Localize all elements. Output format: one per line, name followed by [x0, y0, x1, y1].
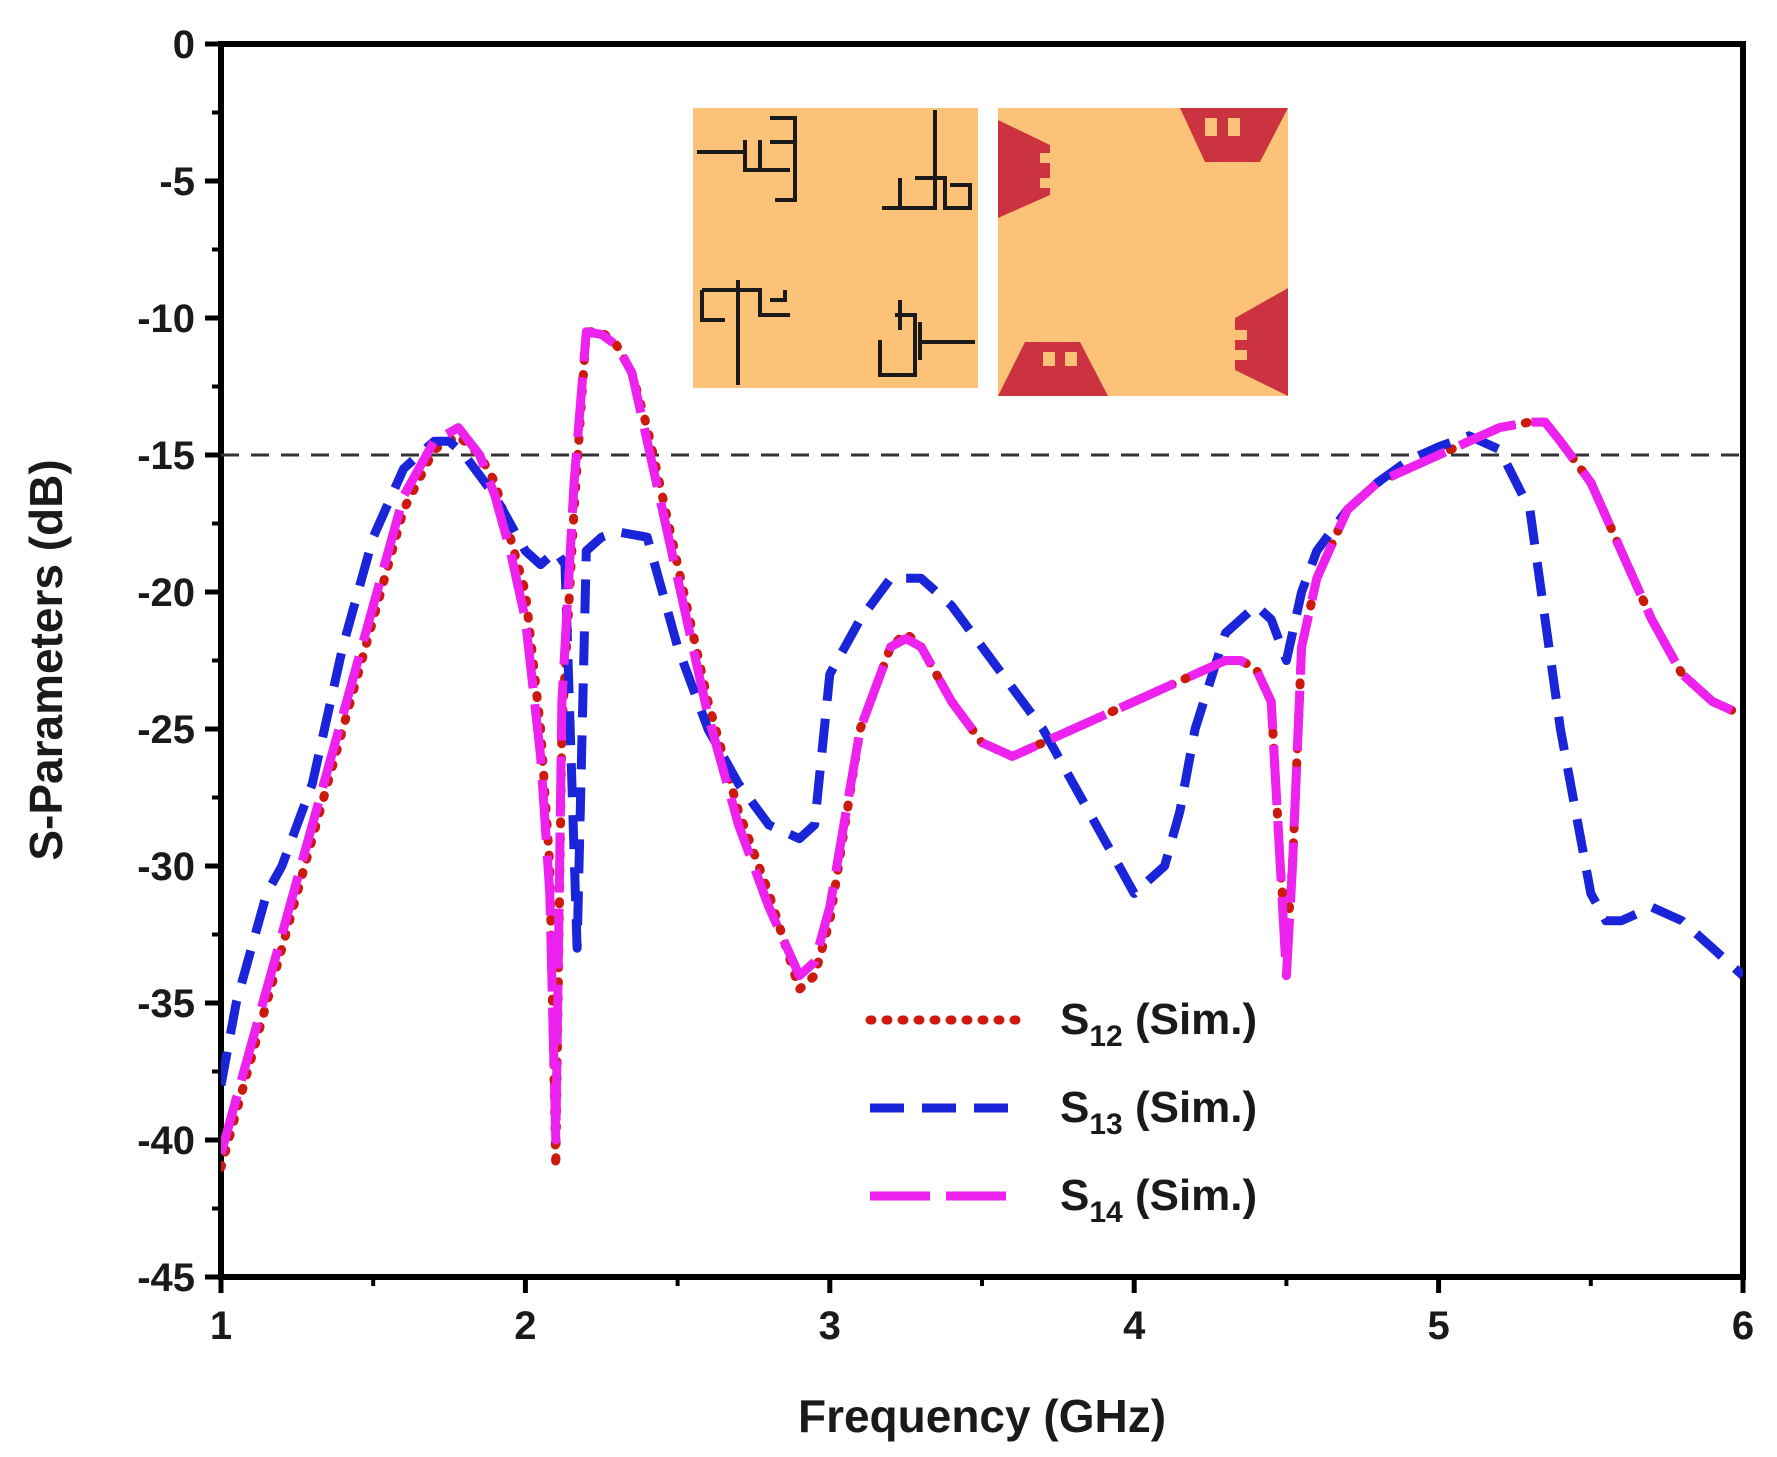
y-tick-label: -40 [137, 1119, 195, 1163]
inset-schematic [693, 108, 1288, 396]
y-tick-label: -10 [137, 297, 195, 341]
inset-panel-top-layer [693, 108, 978, 388]
x-tick-label: 2 [514, 1304, 536, 1348]
x-tick-label: 1 [210, 1304, 232, 1348]
series-layer [221, 327, 1743, 1172]
y-axis-title: S-Parameters (dB) [20, 459, 72, 860]
series-line-12 [221, 327, 1743, 1172]
x-tick-label: 4 [1123, 1304, 1146, 1348]
legend-label-main: S [1060, 995, 1089, 1044]
legend-label-suffix: (Sim.) [1123, 1083, 1257, 1132]
x-tick-label: 6 [1732, 1304, 1754, 1348]
legend-label: S12 (Sim.) [1060, 995, 1257, 1053]
y-tick-label: -25 [137, 708, 195, 752]
inset-panel-bottom-layer [998, 108, 1288, 396]
y-tick-label: -5 [159, 160, 195, 204]
legend-label-sub: 14 [1089, 1196, 1123, 1229]
y-tick-label: -30 [137, 845, 195, 889]
y-tick-label: 0 [173, 23, 195, 67]
y-tick-label: -20 [137, 571, 195, 615]
y-tick-label: -45 [137, 1256, 195, 1300]
y-tick-label: -15 [137, 434, 195, 478]
legend-label-suffix: (Sim.) [1123, 1171, 1257, 1220]
x-tick-label: 3 [819, 1304, 841, 1348]
legend-label-main: S [1060, 1171, 1089, 1220]
series-line-13 [221, 431, 1743, 1087]
legend-entry-14: S14 (Sim.) [870, 1171, 1257, 1229]
x-axis-title: Frequency (GHz) [798, 1390, 1166, 1442]
legend-entry-13: S13 (Sim.) [870, 1083, 1257, 1141]
legend-label-suffix: (Sim.) [1123, 995, 1257, 1044]
legend-label-sub: 13 [1089, 1108, 1122, 1141]
x-axis-ticks: 1 2 3 4 5 6 [210, 1277, 1754, 1348]
y-tick-label: -35 [137, 982, 195, 1026]
legend-entry-12: S12 (Sim.) [865, 995, 1257, 1053]
plot-frame [218, 41, 1746, 1280]
legend-label-main: S [1060, 1083, 1089, 1132]
series-line-14 [221, 327, 1743, 1155]
x-tick-label: 5 [1427, 1304, 1449, 1348]
legend: S12 (Sim.)S13 (Sim.)S14 (Sim.) [865, 995, 1257, 1229]
legend-label-sub: 12 [1089, 1020, 1122, 1053]
legend-label: S13 (Sim.) [1060, 1083, 1257, 1141]
legend-label: S14 (Sim.) [1060, 1171, 1257, 1229]
y-axis-ticks: 0 -5 -10 -15 -20 -25 -30 -35 -40 -45 [137, 23, 221, 1300]
